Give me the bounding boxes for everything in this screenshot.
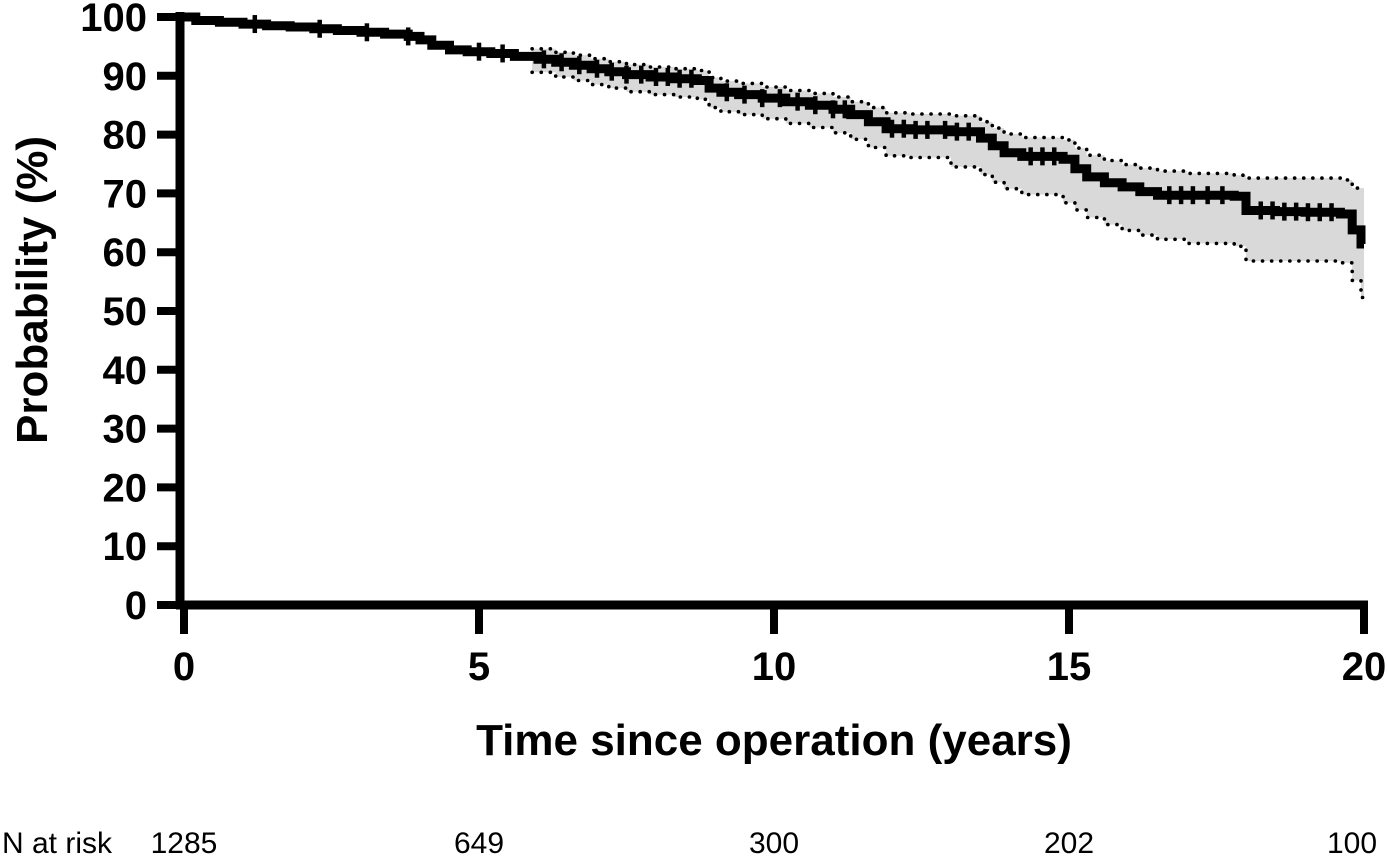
y-tick-label: 70 — [103, 172, 148, 216]
n-at-risk-value: 300 — [749, 827, 799, 859]
n-at-risk-value: 649 — [454, 827, 504, 859]
y-tick-label: 20 — [103, 466, 148, 510]
n-at-risk-value: 202 — [1044, 827, 1094, 859]
y-tick-label: 10 — [103, 525, 148, 569]
x-tick-label: 20 — [1342, 645, 1387, 689]
n-at-risk-value: 100 — [1327, 827, 1377, 859]
y-tick-label: 60 — [103, 231, 148, 275]
y-tick-label: 0 — [125, 584, 147, 628]
plot-content: 0 10 20 30 40 50 60 70 80 90 100 0 5 10 15 20 1285 649 300… — [80, 0, 1386, 859]
y-axis-label: Probability (%) — [8, 136, 57, 444]
survival-curve — [184, 12, 1366, 249]
x-tick-label: 0 — [173, 645, 195, 689]
ci-band — [532, 48, 1364, 298]
y-tick-label: 100 — [80, 0, 147, 40]
n-at-risk-label: N at risk — [2, 827, 113, 859]
y-tick-label: 90 — [103, 55, 148, 99]
x-tick-label: 5 — [468, 645, 490, 689]
y-tick-label: 40 — [103, 349, 148, 393]
y-tick-label: 30 — [103, 408, 148, 452]
x-tick-label: 10 — [752, 645, 797, 689]
y-tick-label: 50 — [103, 290, 148, 334]
ci-lower-dotted-line — [530, 70, 1366, 300]
x-axis-label: Time since operation (years) — [476, 716, 1072, 765]
n-at-risk-value: 1285 — [151, 827, 218, 859]
x-tick-label: 15 — [1047, 645, 1092, 689]
y-tick-label: 80 — [103, 114, 148, 158]
